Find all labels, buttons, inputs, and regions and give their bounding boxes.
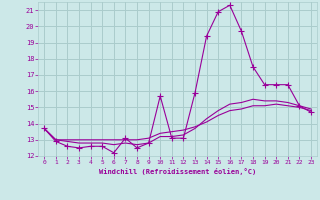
X-axis label: Windchill (Refroidissement éolien,°C): Windchill (Refroidissement éolien,°C) <box>99 168 256 175</box>
